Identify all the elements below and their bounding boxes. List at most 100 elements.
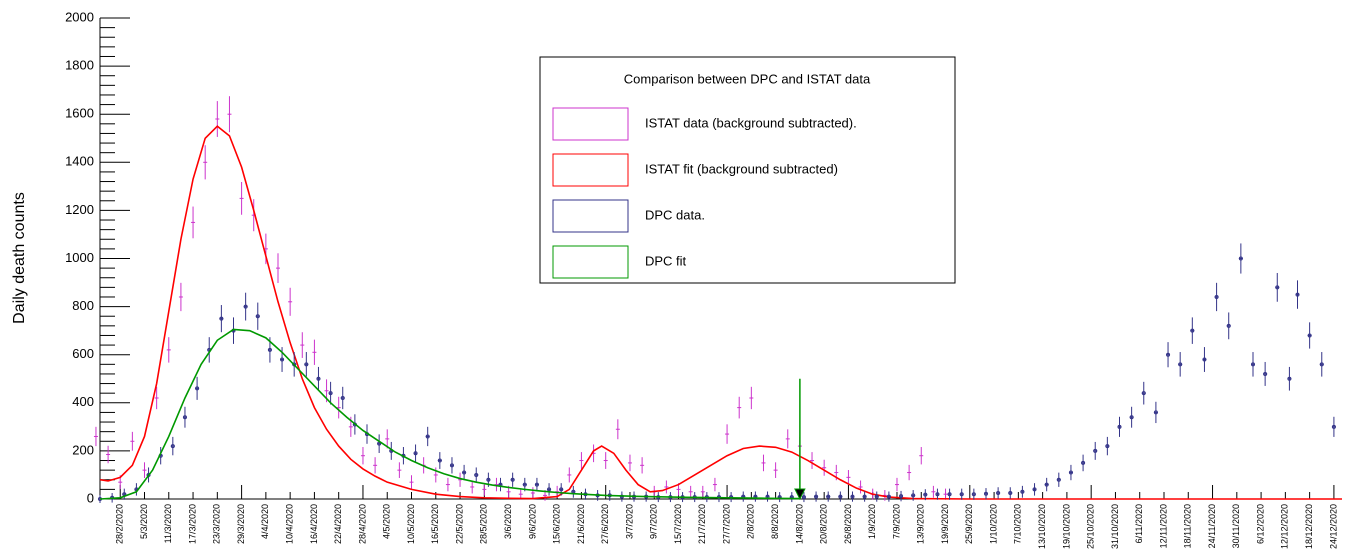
data-point <box>874 491 879 502</box>
legend-label: ISTAT fit (background subtracted) <box>645 161 838 176</box>
y-tick-label: 400 <box>72 394 94 409</box>
marker <box>170 444 175 449</box>
marker <box>971 492 976 497</box>
marker <box>462 470 467 475</box>
data-point <box>1153 401 1158 424</box>
marker <box>850 494 855 499</box>
data-point <box>1214 282 1219 312</box>
data-point <box>810 452 815 469</box>
data-point <box>603 452 608 469</box>
x-tick-label: 6/11/2020 <box>1134 504 1144 543</box>
data-point <box>1238 243 1243 274</box>
x-tick-label: 19/9/2020 <box>940 504 950 544</box>
data-point <box>826 491 831 502</box>
data-point <box>1008 487 1013 499</box>
data-point <box>862 491 867 502</box>
data-point <box>360 447 365 465</box>
marker <box>1238 256 1243 261</box>
y-tick-label: 600 <box>72 346 94 361</box>
data-point <box>579 452 584 469</box>
x-tick-label: 22/5/2020 <box>454 504 464 544</box>
data-point <box>219 305 224 333</box>
data-point <box>243 292 248 321</box>
legend-label: DPC data. <box>645 207 705 222</box>
data-point <box>1020 485 1025 498</box>
data-point <box>340 386 345 410</box>
x-tick-label: 10/4/2020 <box>285 504 295 544</box>
data-point <box>474 467 479 483</box>
data-point <box>983 488 988 500</box>
data-point <box>907 464 912 481</box>
data-point <box>1202 347 1207 372</box>
data-point <box>971 488 976 500</box>
data-point <box>397 462 402 478</box>
data-point <box>1129 406 1134 428</box>
data-point <box>700 485 705 498</box>
data-point <box>170 436 175 456</box>
y-tick-label: 0 <box>87 490 94 505</box>
data-point <box>1287 366 1292 391</box>
data-point <box>288 287 293 316</box>
data-point <box>1166 342 1171 368</box>
marker <box>474 472 479 477</box>
data-point <box>725 424 730 444</box>
x-tick-label: 25/9/2020 <box>964 504 974 544</box>
data-point <box>801 492 806 503</box>
x-tick-label: 23/3/2020 <box>212 504 222 544</box>
data-point <box>328 381 333 405</box>
x-tick-label: 20/8/2020 <box>819 504 829 544</box>
data-point <box>239 182 244 215</box>
x-tick-label: 27/6/2020 <box>600 504 610 544</box>
data-point <box>996 487 1001 499</box>
data-point <box>789 492 794 503</box>
data-point <box>947 488 952 500</box>
legend-swatch <box>552 245 629 279</box>
marker <box>1117 424 1122 429</box>
marker <box>425 434 430 439</box>
data-point <box>1307 322 1312 349</box>
marker <box>304 362 309 367</box>
data-point <box>413 444 418 463</box>
data-point <box>753 491 758 502</box>
data-point <box>437 452 442 469</box>
marker <box>923 492 928 497</box>
data-point <box>1056 472 1061 487</box>
y-tick-label: 1400 <box>65 154 94 169</box>
x-tick-label: 3/6/2020 <box>503 504 513 539</box>
data-point <box>130 431 135 451</box>
data-point <box>931 485 936 498</box>
marker <box>1068 470 1073 475</box>
marker <box>1331 424 1336 429</box>
data-point <box>785 429 790 449</box>
fit-line <box>99 328 800 500</box>
marker <box>1105 444 1110 449</box>
legend-title: Comparison between DPC and ISTAT data <box>624 71 871 86</box>
x-tick-label: 1/9/2020 <box>867 504 877 539</box>
x-tick-label: 30/11/2020 <box>1231 504 1241 548</box>
marker <box>486 477 491 482</box>
marker <box>899 494 904 499</box>
marker <box>449 463 454 468</box>
data-point <box>530 487 535 499</box>
marker <box>1214 294 1219 299</box>
data-point <box>923 489 928 501</box>
marker <box>996 490 1001 495</box>
data-point <box>227 96 232 133</box>
data-point <box>886 491 891 502</box>
data-point <box>571 485 576 498</box>
data-point <box>911 490 916 501</box>
marker <box>1153 410 1158 415</box>
marker <box>547 487 552 492</box>
x-tick-label: 6/12/2020 <box>1255 504 1265 544</box>
marker <box>1178 362 1183 367</box>
data-point <box>93 426 98 447</box>
marker <box>1250 362 1255 367</box>
data-point <box>425 426 430 447</box>
data-point <box>1093 441 1098 460</box>
data-point <box>1295 280 1300 309</box>
marker <box>1129 415 1134 420</box>
marker <box>947 492 952 497</box>
marker <box>1190 328 1195 333</box>
marker <box>1081 460 1086 465</box>
